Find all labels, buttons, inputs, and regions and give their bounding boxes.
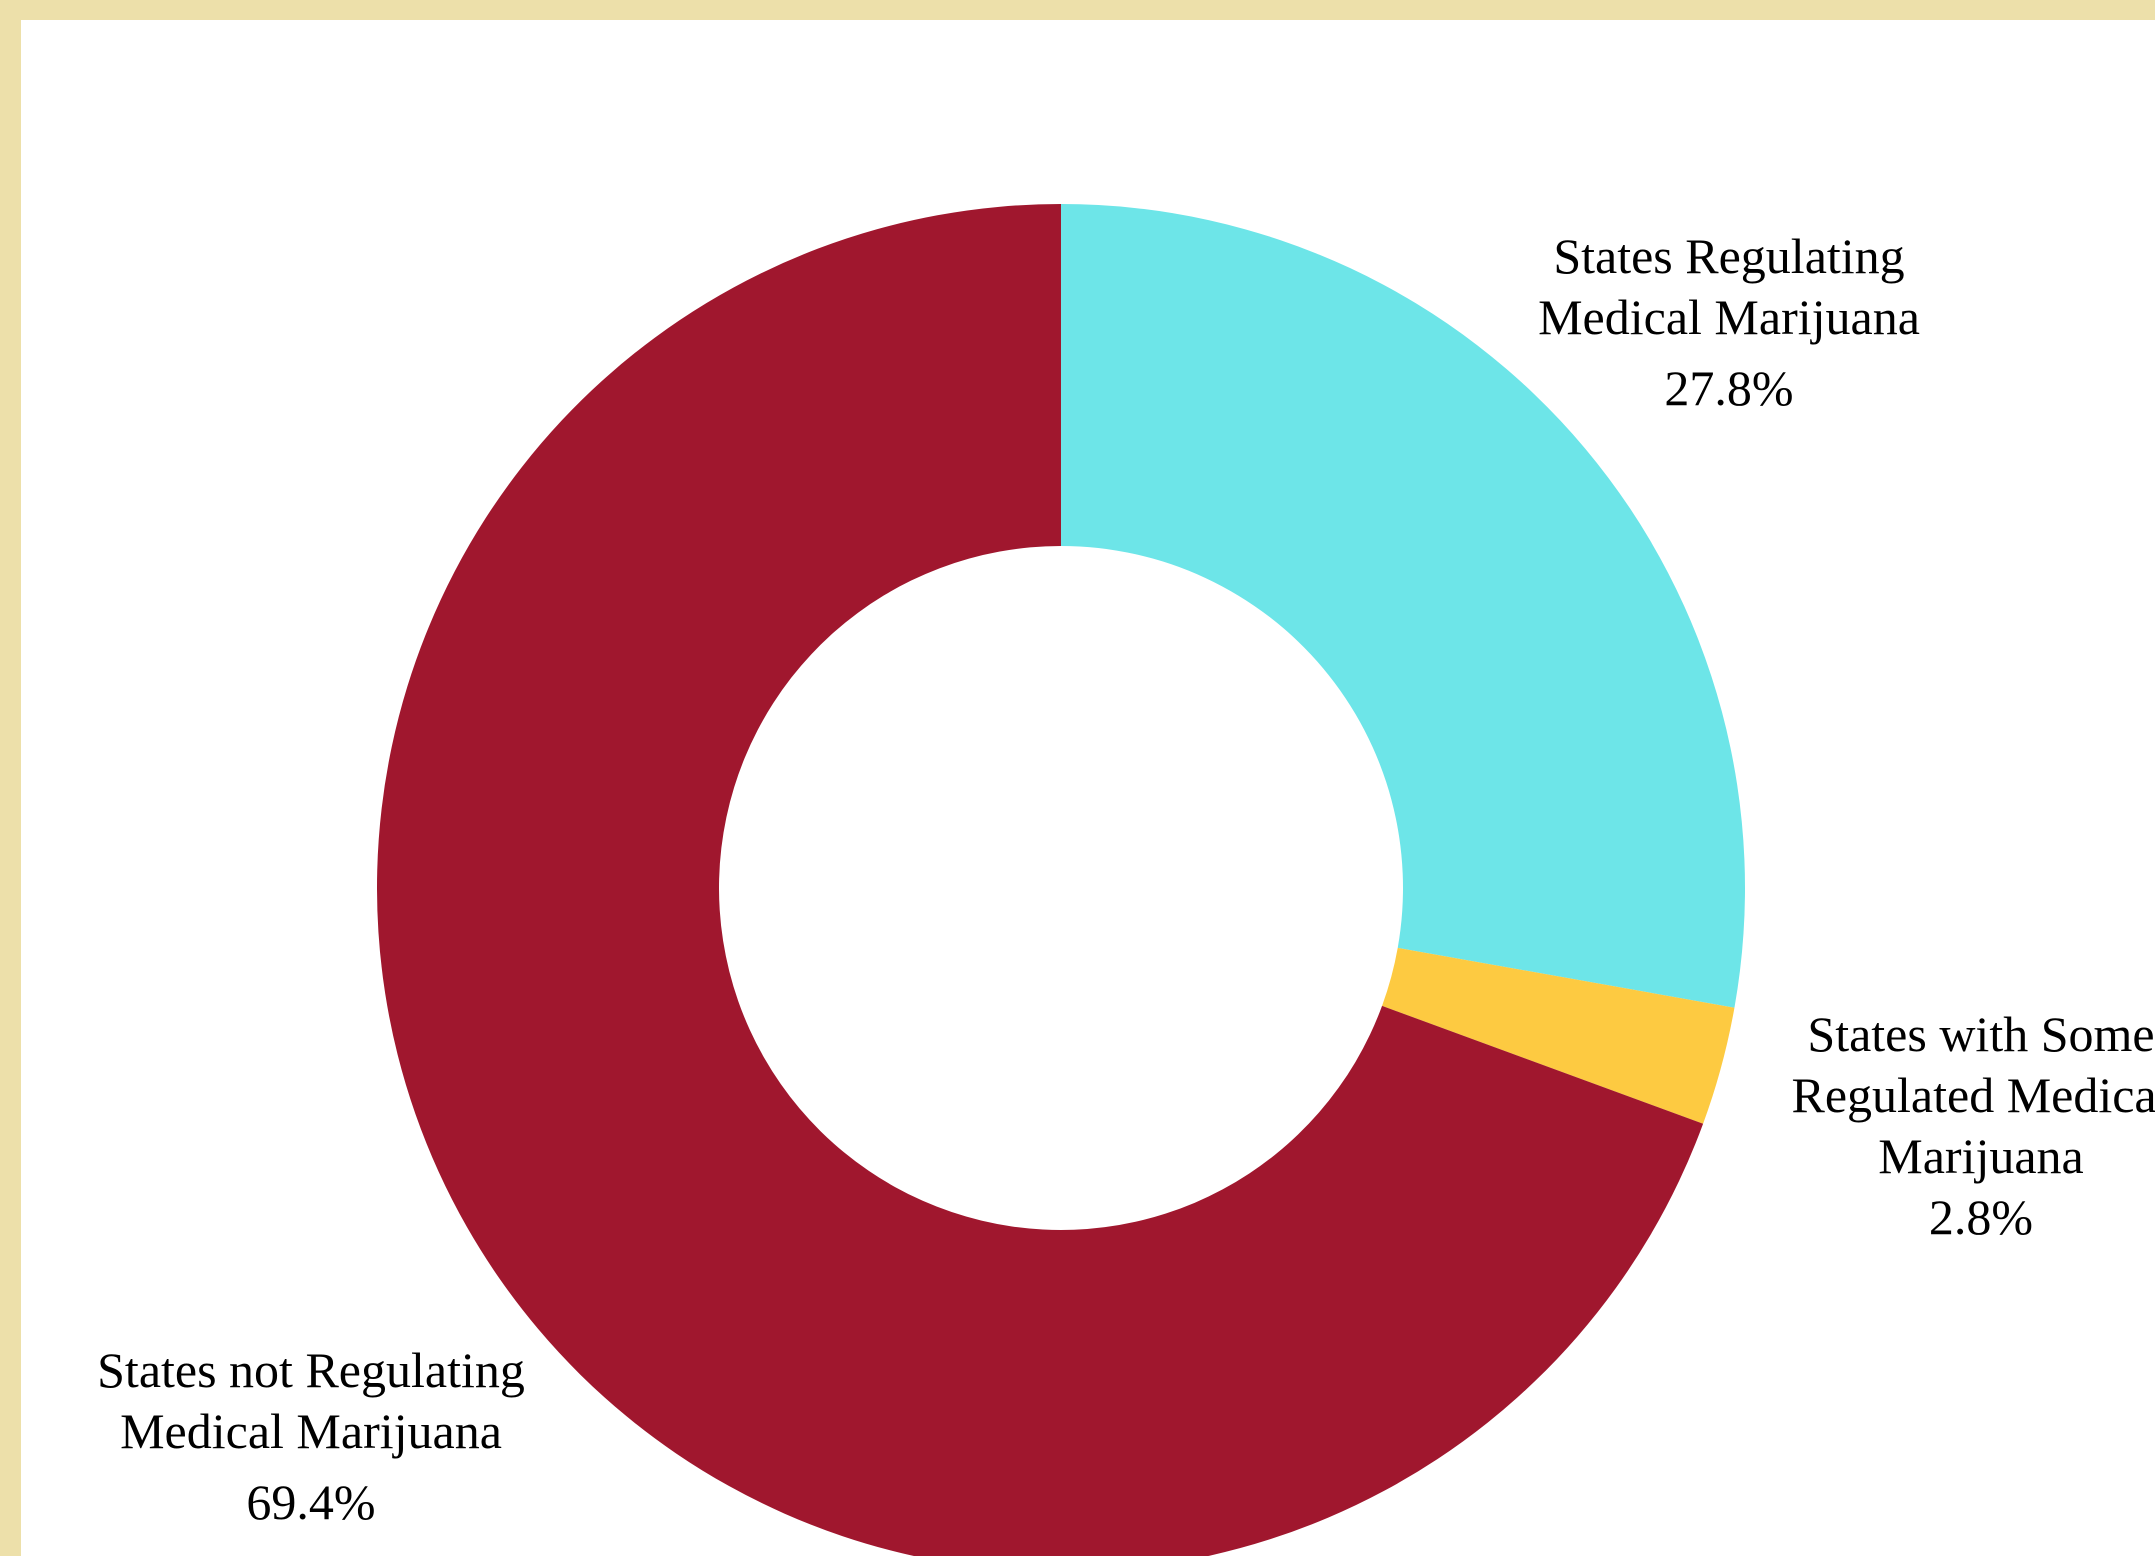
slice-some [1382, 947, 1735, 1124]
label-states-not-regulating: States not Regulating Medical Marijuana … [51, 1340, 571, 1533]
label-states-some-value: 2.8% [1928, 1189, 2034, 1245]
label-states-regulating-value: 27.8% [1664, 360, 1794, 416]
slice-not [377, 204, 1704, 1556]
label-states-not-value: 69.4% [246, 1474, 376, 1530]
label-states-not-line-2: Medical Marijuana [120, 1403, 502, 1459]
chart-frame: States Regulating Medical Marijuana 27.8… [21, 20, 2155, 1556]
label-states-not-line-1: States not Regulating [97, 1342, 525, 1398]
slice-regulating [1061, 204, 1746, 1008]
label-states-regulating: States Regulating Medical Marijuana 27.8… [1479, 226, 1979, 419]
label-states-some-line-1: States with Some [1807, 1006, 2155, 1062]
label-states-some-regulated: States with Some Regulated Medical Marij… [1721, 1004, 2155, 1248]
label-states-some-line-3: Marijuana [1878, 1128, 2084, 1184]
label-states-regulating-line-1: States Regulating [1553, 228, 1905, 284]
label-states-some-line-2: Regulated Medical [1791, 1067, 2155, 1123]
label-states-regulating-line-2: Medical Marijuana [1538, 289, 1920, 345]
donut-chart [377, 204, 1746, 1556]
